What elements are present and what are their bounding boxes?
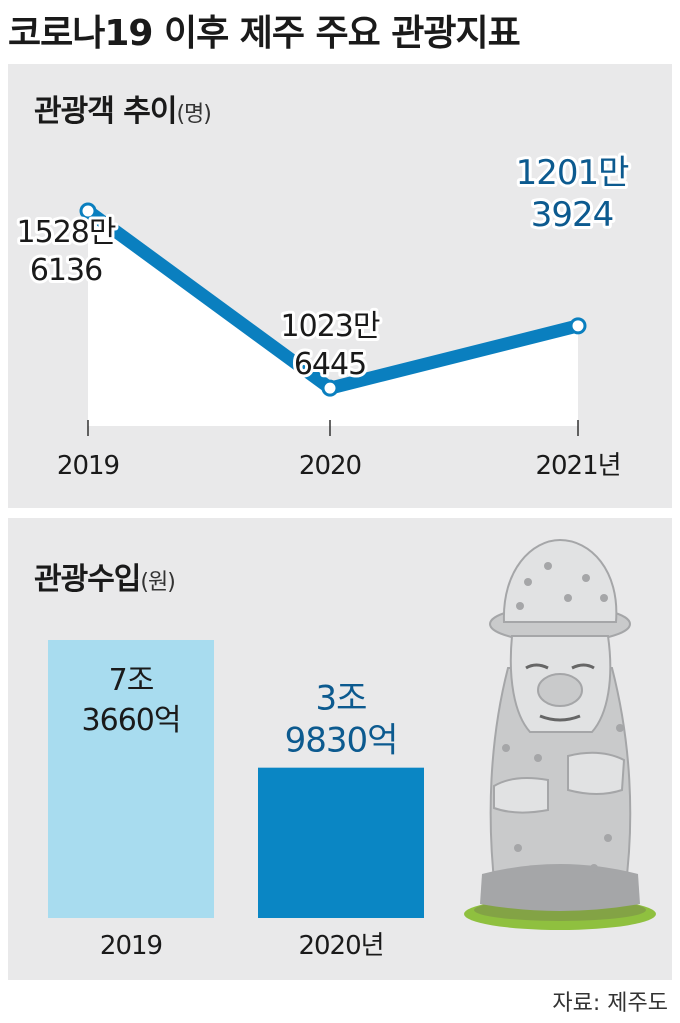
x-tick-label-0: 2019 xyxy=(57,451,119,481)
statue-pore-1 xyxy=(544,562,552,570)
statue-nose xyxy=(537,673,583,707)
statue-pore-6 xyxy=(534,754,542,762)
statue-pore-8 xyxy=(514,844,522,852)
bar-2019 xyxy=(48,640,214,918)
revenue-title-text: 관광수입 xyxy=(34,562,141,597)
bar-label-1-line1: 3조 xyxy=(316,679,367,719)
dol-hareubang-icon xyxy=(464,538,656,930)
bar-category-1: 2020년 xyxy=(298,931,383,961)
statue-pore-0 xyxy=(524,578,532,586)
source-note: 자료: 제주도 xyxy=(552,991,668,1016)
page-title: 코로나19 이후 제주 주요 관광지표 xyxy=(8,13,521,54)
point-2021년 xyxy=(569,317,587,335)
visitors-unit: (명) xyxy=(176,102,211,127)
statue-hand-upper xyxy=(567,751,626,795)
statue-base xyxy=(480,864,640,911)
data-label-1-line2: 6445 xyxy=(294,347,366,382)
statue-group xyxy=(464,538,656,930)
statue-pore-4 xyxy=(516,602,524,610)
revenue-panel: 관광수입(원) 7조 3660억 2019 3조 9830억 2020년 xyxy=(8,518,672,980)
data-label-2-line1: 1201만 xyxy=(516,153,630,193)
bar-label-1-line2: 9830억 xyxy=(285,721,398,761)
statue-pore-10 xyxy=(502,744,510,752)
point-2019 xyxy=(79,202,97,220)
statue-pore-9 xyxy=(590,864,598,872)
statue-pore-11 xyxy=(616,724,624,732)
statue-pore-2 xyxy=(582,574,590,582)
revenue-unit: (원) xyxy=(140,570,175,595)
statue-eye-right xyxy=(571,663,595,670)
revenue-chart-title: 관광수입(원) xyxy=(34,554,176,598)
visitors-chart-title: 관광객 추이(명) xyxy=(34,86,212,130)
bar-category-0: 2019 xyxy=(100,931,162,961)
data-label-2-line2: 3924 xyxy=(531,195,614,235)
x-tick-label-1: 2020 xyxy=(299,451,361,481)
statue-mouth xyxy=(539,714,581,722)
statue-hand-lower xyxy=(493,777,549,814)
visitors-title-text: 관광객 추이 xyxy=(34,94,177,129)
bar-label-0-line2: 3660억 xyxy=(82,703,181,738)
data-label-1-line1: 1023만 xyxy=(281,309,380,344)
visitors-panel: 관광객 추이(명) 1528만 6136 1023만 6445 1201만 3924 201… xyxy=(8,64,672,508)
bar-2020년 xyxy=(258,767,424,918)
area-fill xyxy=(88,211,578,426)
x-tick-label-2: 2021년 xyxy=(535,451,620,481)
statue-pore-3 xyxy=(600,594,608,602)
statue-pore-5 xyxy=(564,594,572,602)
statue-eye-left xyxy=(525,663,549,670)
point-2020 xyxy=(321,379,339,397)
statue-pore-7 xyxy=(604,834,612,842)
data-label-0-line1: 1528만 xyxy=(17,215,116,250)
data-label-0-line2: 6136 xyxy=(30,253,102,288)
bar-label-0-line1: 7조 xyxy=(109,663,154,698)
statue-hat xyxy=(502,538,618,623)
